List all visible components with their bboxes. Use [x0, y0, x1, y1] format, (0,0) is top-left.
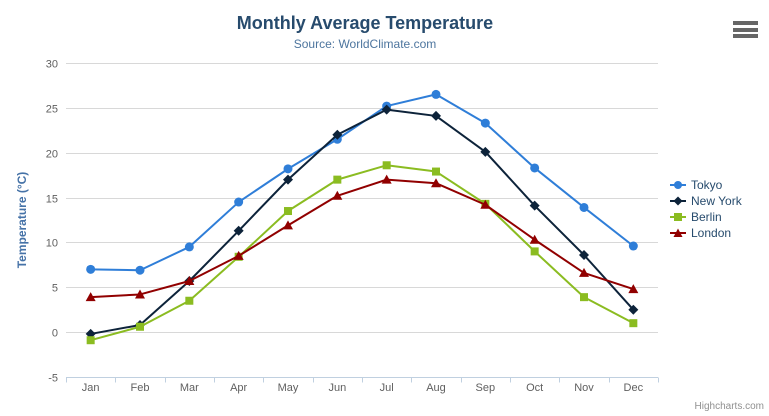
legend: Tokyo New York Berlin London: [670, 177, 742, 241]
data-point-london-apr[interactable]: [233, 250, 244, 260]
data-point-new-york-jun[interactable]: [332, 129, 343, 140]
x-axis-tick-label: Jul: [380, 382, 394, 394]
credits-link[interactable]: Highcharts.com: [694, 401, 764, 412]
new-york-legend-marker-icon: [670, 196, 686, 206]
x-axis-tick-label: Nov: [574, 382, 594, 394]
x-axis-tick-label: Mar: [180, 382, 199, 394]
data-point-tokyo-aug[interactable]: [431, 89, 441, 99]
data-point-new-york-nov[interactable]: [579, 249, 589, 260]
x-axis-tick-label: Oct: [526, 382, 543, 394]
x-axis-tick-label: Aug: [426, 382, 446, 394]
london-legend-marker-icon: [670, 228, 686, 237]
legend-label: New York: [691, 194, 742, 208]
y-axis-title: Temperature (°C): [15, 172, 29, 269]
data-point-tokyo-oct[interactable]: [530, 163, 540, 173]
legend-label: Tokyo: [691, 178, 723, 192]
data-point-tokyo-dec[interactable]: [628, 241, 638, 251]
series-line-berlin[interactable]: [89, 164, 635, 342]
menu-bar-icon: [733, 34, 758, 38]
data-point-london-nov[interactable]: [579, 267, 589, 277]
menu-bar-icon: [733, 21, 758, 25]
legend-item-london[interactable]: London: [670, 225, 742, 241]
chart-subtitle: Source: WorldClimate.com: [293, 37, 437, 51]
y-axis-tick-label: -5: [48, 373, 58, 385]
x-axis-tick-label: Jun: [328, 382, 346, 394]
data-point-tokyo-mar[interactable]: [184, 242, 194, 252]
legend-item-tokyo[interactable]: Tokyo: [670, 177, 742, 193]
data-point-london-aug[interactable]: [431, 178, 441, 188]
data-point-new-york-aug[interactable]: [431, 110, 441, 121]
x-axis-tick-label: Sep: [476, 382, 496, 394]
data-point-berlin-nov[interactable]: [580, 293, 588, 302]
data-point-tokyo-nov[interactable]: [579, 202, 589, 212]
data-point-london-jan[interactable]: [85, 292, 96, 302]
data-point-london-oct[interactable]: [529, 234, 540, 244]
data-point-new-york-may[interactable]: [283, 174, 293, 185]
data-point-berlin-jul[interactable]: [382, 161, 391, 170]
y-axis-tick-label: 0: [52, 328, 58, 340]
data-point-new-york-jul[interactable]: [381, 104, 392, 115]
y-axis-tick-label: 10: [46, 238, 58, 250]
data-point-berlin-aug[interactable]: [432, 167, 440, 176]
y-axis-tick-label: 30: [46, 59, 58, 71]
chart-title: Monthly Average Temperature: [236, 13, 494, 33]
data-point-london-dec[interactable]: [628, 284, 639, 294]
data-point-tokyo-jan[interactable]: [86, 264, 96, 274]
data-point-london-sep[interactable]: [480, 199, 491, 209]
context-menu-button[interactable]: [733, 21, 758, 38]
data-point-tokyo-sep[interactable]: [480, 118, 490, 128]
data-point-berlin-jan[interactable]: [86, 336, 95, 345]
data-point-london-mar[interactable]: [184, 276, 195, 286]
x-axis-tick-label: Dec: [624, 382, 644, 394]
legend-item-new-york[interactable]: New York: [670, 193, 742, 209]
series-line-london[interactable]: [89, 178, 635, 299]
data-point-london-jun[interactable]: [332, 190, 343, 200]
series-line-new-york[interactable]: [89, 108, 635, 335]
x-axis-tick-label: May: [278, 382, 299, 394]
berlin-legend-marker-icon: [670, 213, 686, 221]
series-line-tokyo[interactable]: [89, 93, 635, 272]
data-point-new-york-oct[interactable]: [529, 200, 540, 211]
x-axis-tick-label: Apr: [230, 382, 247, 394]
x-axis-tick-label: Feb: [131, 382, 150, 394]
data-point-berlin-mar[interactable]: [185, 296, 194, 305]
data-point-new-york-sep[interactable]: [480, 146, 491, 157]
data-point-berlin-feb[interactable]: [136, 322, 144, 331]
legend-label: Berlin: [691, 210, 722, 224]
data-point-berlin-jun[interactable]: [333, 175, 342, 184]
menu-bar-icon: [733, 27, 758, 32]
data-point-tokyo-feb[interactable]: [135, 265, 145, 275]
data-point-london-may[interactable]: [283, 220, 293, 230]
data-point-london-jul[interactable]: [381, 174, 392, 184]
data-point-new-york-dec[interactable]: [628, 304, 639, 315]
data-point-tokyo-may[interactable]: [283, 164, 293, 174]
legend-label: London: [691, 226, 732, 240]
data-point-berlin-oct[interactable]: [530, 247, 539, 256]
x-axis-tick-label: Jan: [82, 382, 100, 394]
data-point-berlin-dec[interactable]: [629, 319, 638, 328]
data-point-new-york-apr[interactable]: [233, 225, 244, 236]
y-axis-tick-label: 5: [52, 283, 58, 295]
data-point-london-feb[interactable]: [135, 289, 145, 299]
y-axis-tick-label: 20: [46, 149, 58, 161]
y-axis-tick-label: 25: [46, 104, 58, 116]
data-point-berlin-may[interactable]: [284, 207, 292, 216]
data-point-tokyo-apr[interactable]: [234, 197, 244, 207]
y-axis-tick-label: 15: [46, 194, 58, 206]
tokyo-legend-marker-icon: [670, 181, 686, 189]
legend-item-berlin[interactable]: Berlin: [670, 209, 742, 225]
